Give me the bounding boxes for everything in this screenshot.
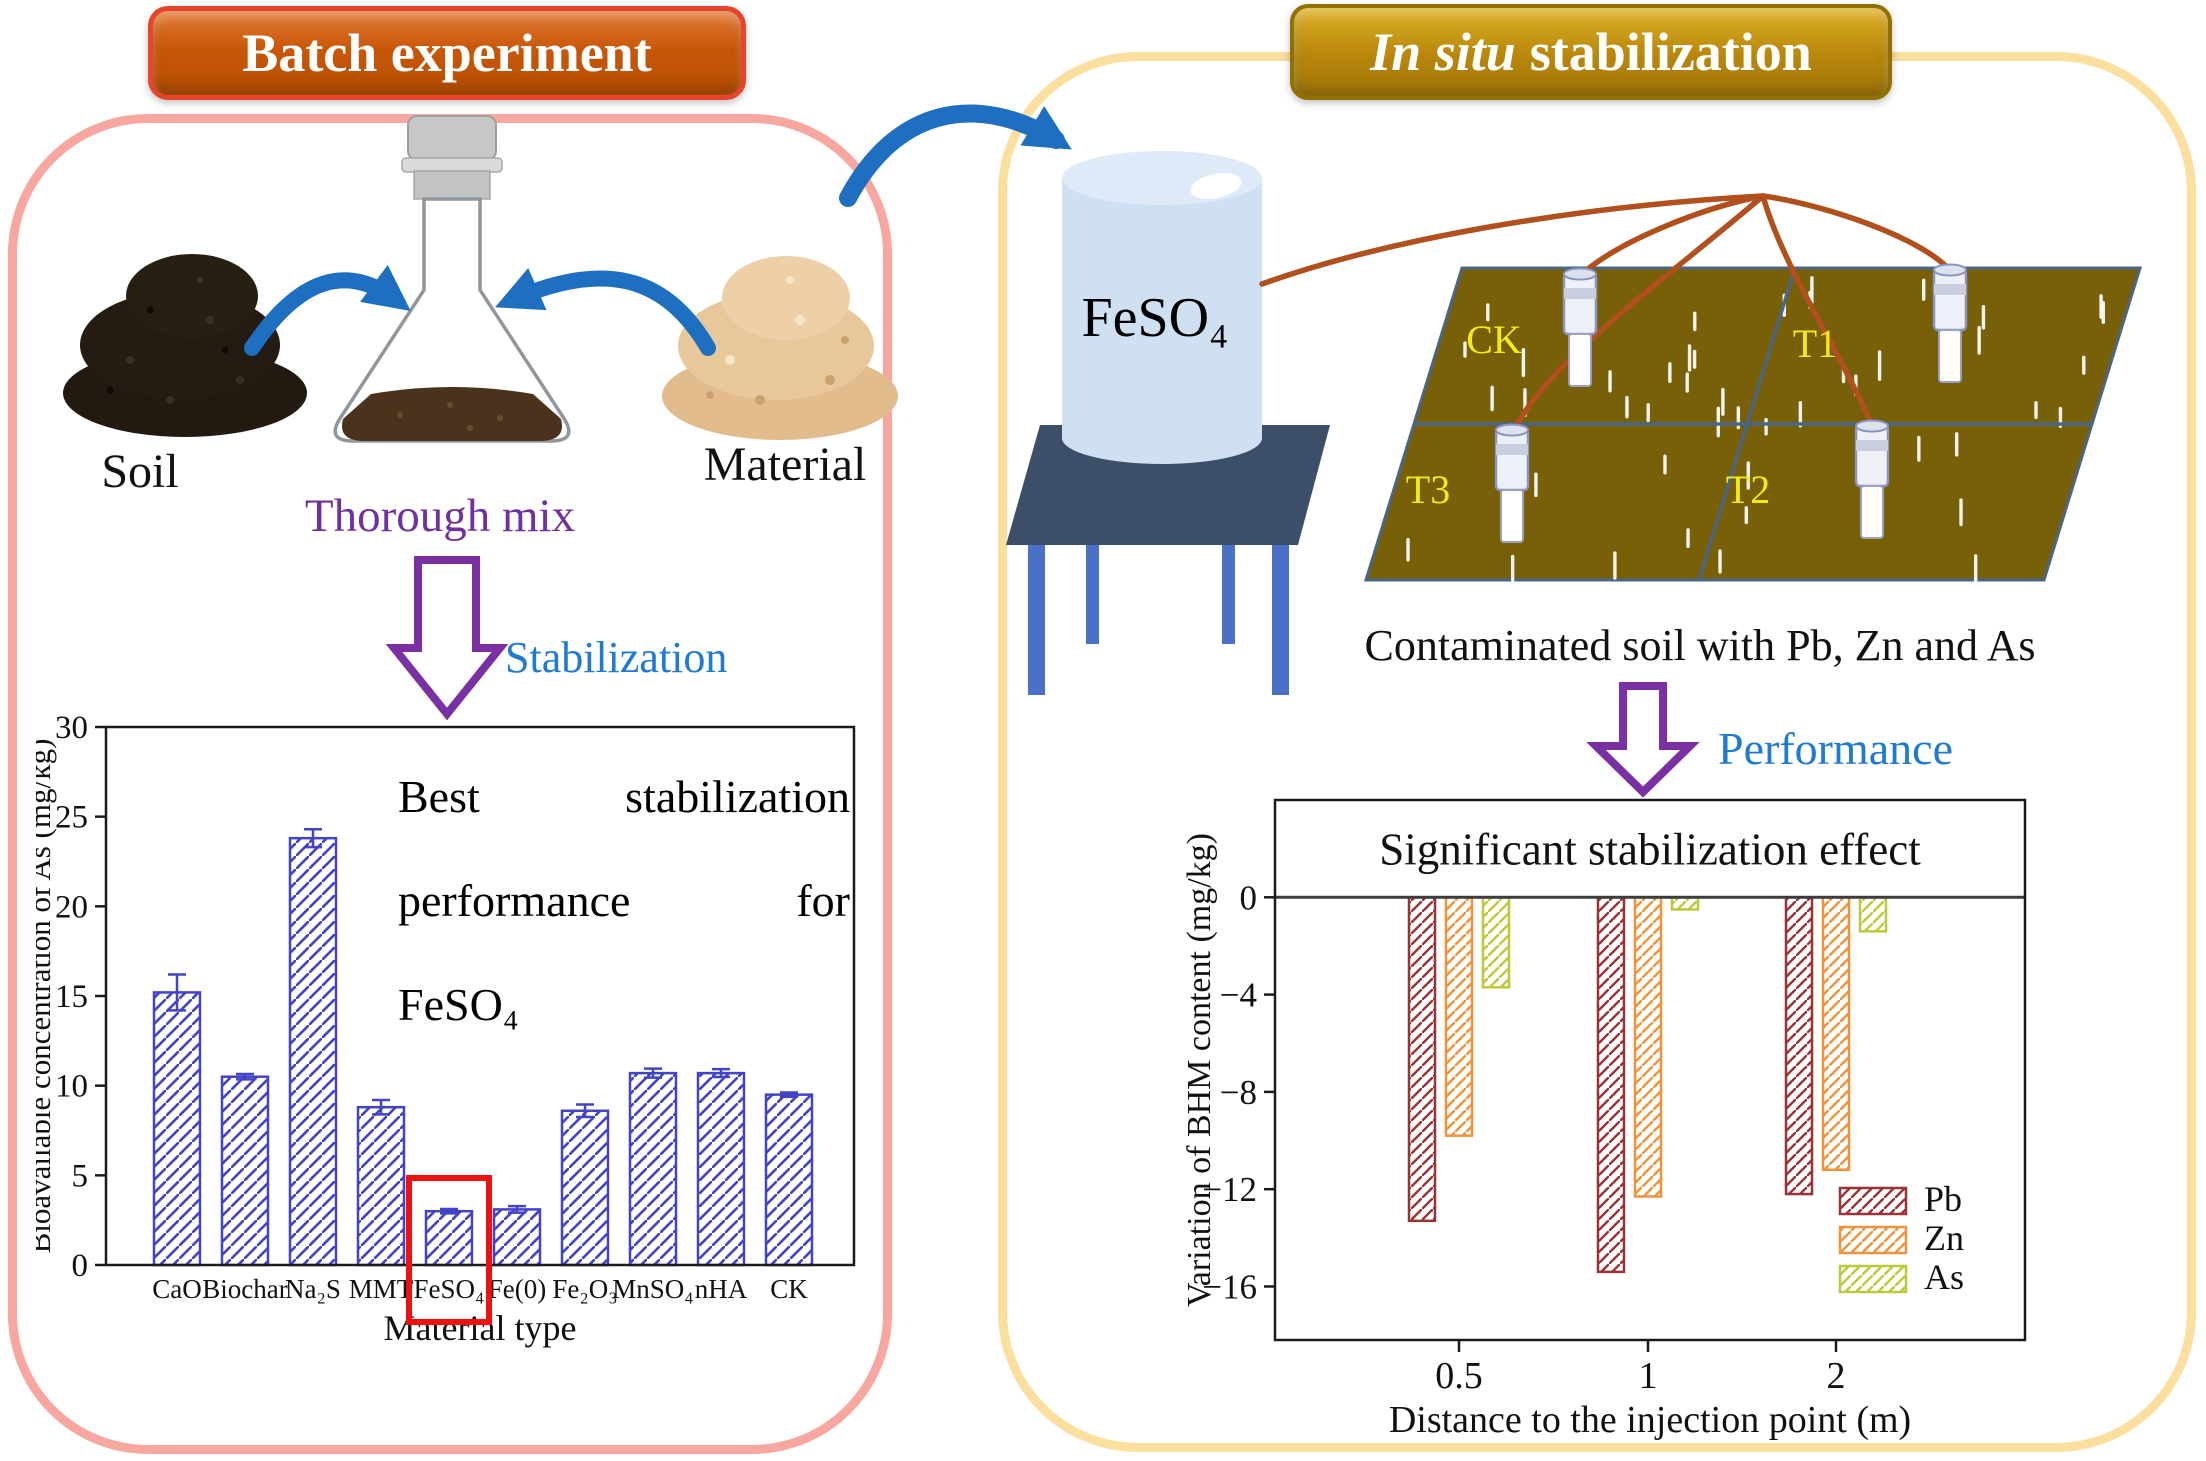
- annotation-line: FeSO₄: [398, 979, 519, 1030]
- x-category-label: nHA: [695, 1274, 748, 1304]
- bar-Fe(0): [492, 1208, 542, 1267]
- plot-frame: [104, 725, 856, 1267]
- bar-2-Zn: [1821, 896, 1851, 1171]
- plot-frame: [1273, 798, 2027, 1342]
- bar-FeSO₄: [424, 1209, 474, 1267]
- in-situ-title: In situ stabilization: [1290, 4, 1892, 100]
- y-tick-label: 25: [55, 800, 88, 836]
- field-plot-label-t2: T2: [1725, 467, 1771, 512]
- bar-0.5-As: [1481, 896, 1511, 989]
- legend-label-Pb: Pb: [1924, 1179, 1962, 1219]
- y-tick-label: −8: [1220, 1073, 1257, 1112]
- bar-Biochar: [220, 1075, 270, 1267]
- highlight-box: [406, 1175, 492, 1325]
- bar-nHA: [696, 1071, 746, 1267]
- y-axis-title: Variation of BHM content (mg/kg): [1181, 833, 1218, 1307]
- y-tick-label: 15: [55, 979, 88, 1015]
- legend-swatch-Pb: [1838, 1186, 1908, 1216]
- in-situ-title-italic: In situ: [1370, 22, 1516, 82]
- y-tick-label: 20: [55, 889, 88, 925]
- y-tick-label: −4: [1220, 976, 1257, 1015]
- x-category-label: 1: [1639, 1355, 1658, 1397]
- x-category-label: 2: [1827, 1355, 1846, 1397]
- bar-Na₂S: [288, 836, 338, 1267]
- y-tick-label: −12: [1202, 1170, 1257, 1209]
- bar-2-Pb: [1784, 896, 1814, 1196]
- material-label: Material: [703, 438, 867, 491]
- soil-label: Soil: [101, 445, 179, 498]
- x-category-label: Fe(0): [488, 1274, 546, 1304]
- bar-1-Zn: [1633, 896, 1663, 1198]
- bar-Fe₂O₃: [560, 1109, 610, 1267]
- x-category-label: MnSO₄: [612, 1274, 693, 1304]
- x-category-label: 0.5: [1435, 1355, 1483, 1397]
- field-plot-label-t1: T1: [1792, 321, 1838, 366]
- x-category-label: FeSO₄: [414, 1274, 485, 1304]
- performance-label: Performance: [1718, 723, 1953, 774]
- x-category-label: CaO: [152, 1274, 202, 1304]
- y-tick-label: 0: [1240, 878, 1258, 917]
- bar-CaO: [152, 991, 202, 1267]
- x-category-label: Biochar: [202, 1274, 287, 1304]
- legend-swatch-Zn: [1838, 1225, 1908, 1255]
- x-category-label: Na₂S: [285, 1274, 341, 1304]
- chart-annotation: Best stabilization performance for FeSO₄: [398, 770, 850, 1082]
- bar-MnSO₄: [628, 1071, 678, 1267]
- contaminated-soil-caption: Contaminated soil with Pb, Zn and As: [1364, 621, 2036, 670]
- annotation-line: Best stabilization: [398, 771, 850, 822]
- thorough-mix-label: Thorough mix: [304, 490, 576, 542]
- y-axis-title: Bioavailable concentration of As (mg/kg): [36, 739, 57, 1254]
- feso4-container-label: FeSO₄: [1081, 287, 1229, 349]
- stabilization-label: Stabilization: [505, 633, 728, 682]
- annotation-line: performance for: [398, 875, 850, 926]
- x-axis-title: Material type: [384, 1308, 577, 1348]
- y-tick-label: −16: [1202, 1267, 1257, 1306]
- batch-experiment-title: Batch experiment: [148, 6, 746, 100]
- legend-label-As: As: [1924, 1257, 1964, 1297]
- x-category-label: Fe₂O₃: [552, 1274, 617, 1304]
- in-situ-title-rest: stabilization: [1529, 22, 1812, 82]
- legend-swatch-As: [1838, 1264, 1908, 1294]
- bar-CK: [764, 1093, 814, 1267]
- x-category-label: CK: [770, 1274, 808, 1304]
- batch-results-chart: 0 5 10 15 20 25 30 CaO Biochar Na₂S MMT FeSO₄ Fe(0) F…: [22, 700, 860, 1380]
- batch-title-text: Batch experiment: [242, 23, 652, 83]
- bar-MMT: [356, 1105, 406, 1267]
- field-results-chart: 0 −4 −8 −12 −16 0.5 1 2 Significant stabilizatio…: [1180, 780, 2080, 1450]
- y-tick-label: 30: [55, 710, 88, 746]
- legend-label-Zn: Zn: [1924, 1218, 1964, 1258]
- chart-title: Significant stabilization effect: [1379, 825, 1921, 875]
- bar-1-As: [1670, 896, 1700, 911]
- bar-1-Pb: [1596, 896, 1626, 1274]
- field-plot-label-ck: CK: [1466, 317, 1522, 362]
- y-tick-label: 10: [55, 1069, 88, 1105]
- y-tick-label: 0: [72, 1248, 89, 1284]
- bar-0.5-Pb: [1407, 896, 1437, 1223]
- x-axis-title: Distance to the injection point (m): [1389, 1399, 1911, 1441]
- x-category-label: MMT: [349, 1274, 414, 1304]
- field-plot-label-t3: T3: [1405, 467, 1451, 512]
- y-tick-label: 5: [72, 1158, 89, 1194]
- bar-2-As: [1858, 896, 1888, 933]
- bar-0.5-Zn: [1444, 896, 1474, 1137]
